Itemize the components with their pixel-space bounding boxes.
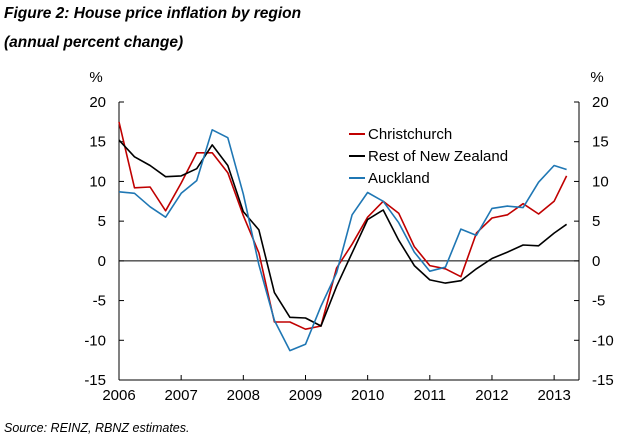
legend-label-auckland: Auckland	[368, 170, 430, 187]
y-tick-label-left: -5	[93, 293, 106, 310]
y-axis-unit-left: %	[89, 69, 102, 86]
series-line-rest-of-new-zealand	[118, 139, 568, 327]
y-tick-label-left: 15	[89, 134, 106, 151]
y-tick-label-left: 10	[89, 173, 106, 190]
x-tick-label: 2008	[227, 387, 260, 404]
x-tick-label: 2011	[414, 387, 446, 404]
figure-title: Figure 2: House price inflation by regio…	[4, 5, 302, 22]
y-tick-label-right: 20	[592, 94, 609, 111]
y-tick-label-left: 0	[98, 253, 106, 270]
y-tick-label-right: 10	[592, 173, 609, 190]
y-tick-label-right: -10	[592, 332, 614, 349]
y-tick-label-left: -10	[84, 332, 106, 349]
series-line-auckland	[118, 129, 567, 352]
y-tick-label-right: 0	[592, 253, 600, 270]
y-tick-label-right: -5	[592, 293, 605, 310]
y-tick-label-left: 20	[89, 94, 106, 111]
x-tick-label: 2009	[289, 387, 322, 404]
x-tick-label: 2010	[351, 387, 384, 404]
y-tick-label-left: -15	[84, 372, 106, 389]
x-tick-label: 2007	[164, 387, 197, 404]
x-tick-label: 2006	[102, 387, 135, 404]
y-tick-label-right: 15	[592, 134, 609, 151]
y-tick-label-right: -15	[592, 372, 614, 389]
y-axis-unit-right: %	[590, 69, 603, 86]
source-note: Source: REINZ, RBNZ estimates.	[4, 421, 190, 435]
legend-label-christchurch: Christchurch	[368, 126, 452, 143]
y-tick-label-left: 5	[98, 213, 106, 230]
x-tick-label: 2013	[537, 387, 570, 404]
y-tick-label-right: 5	[592, 213, 600, 230]
legend-label-rest-of-new-zealand: Rest of New Zealand	[368, 148, 508, 165]
series-line-christchurch	[118, 121, 568, 331]
figure-subtitle: (annual percent change)	[4, 34, 184, 51]
x-tick-label: 2012	[475, 387, 508, 404]
